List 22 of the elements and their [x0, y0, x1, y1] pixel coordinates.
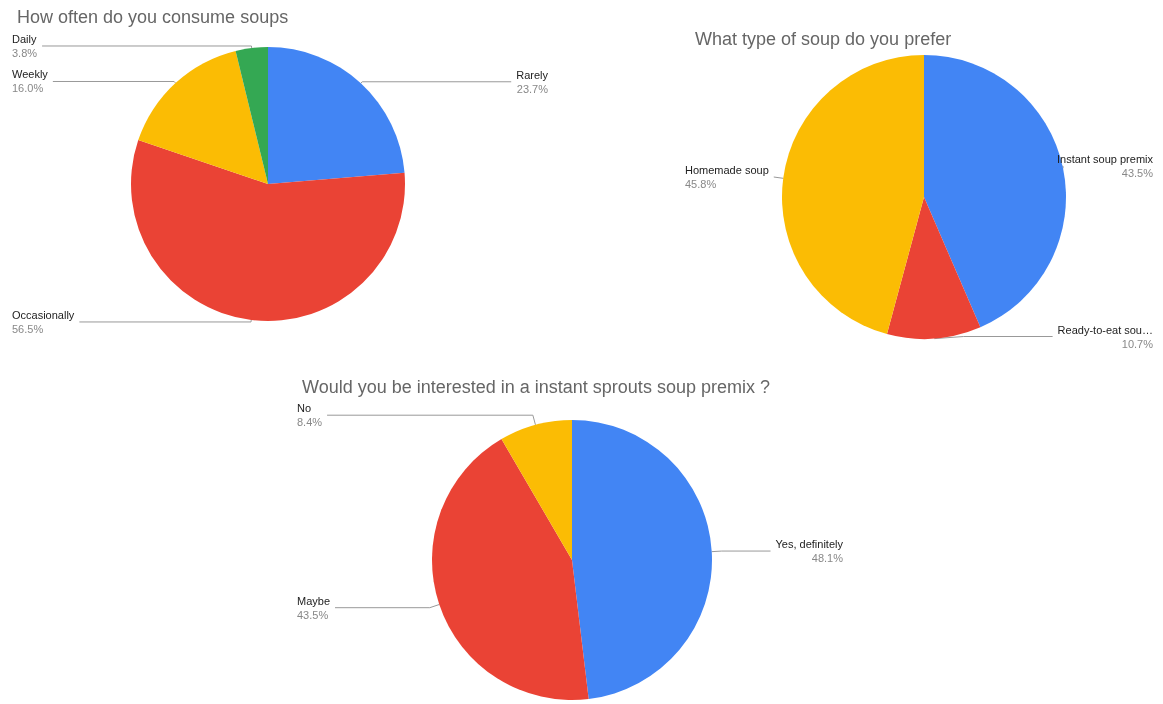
chart-title: Would you be interested in a instant sprouts soup premix ? — [302, 377, 770, 397]
data-label: 8.4% — [297, 416, 323, 429]
data-label: 56.5% — [12, 322, 44, 335]
slice-label: Ready-to-eat sou… — [1057, 323, 1153, 336]
slice-label: Occasionally — [12, 308, 75, 321]
data-label: 23.7% — [516, 82, 549, 95]
slice-label: Rarely — [516, 68, 549, 81]
data-label: 43.5% — [297, 608, 329, 621]
slice-label: Yes, definitely — [775, 538, 844, 551]
chart-title: How often do you consume soups — [17, 7, 289, 27]
data-label: 16.0% — [12, 82, 44, 95]
slice-label: Maybe — [297, 594, 331, 607]
chart-title: What type of soup do you prefer — [695, 29, 952, 49]
data-label: 43.5% — [1121, 167, 1154, 180]
data-label: 10.7% — [1121, 337, 1154, 350]
slice-label: Daily — [12, 32, 37, 45]
slice-label: No — [297, 402, 312, 415]
data-label: 3.8% — [12, 46, 38, 59]
data-label: 48.1% — [811, 552, 844, 565]
slice-label: Weekly — [12, 68, 49, 81]
data-label: 45.8% — [685, 178, 717, 190]
slice-label: Homemade soup — [685, 164, 769, 176]
